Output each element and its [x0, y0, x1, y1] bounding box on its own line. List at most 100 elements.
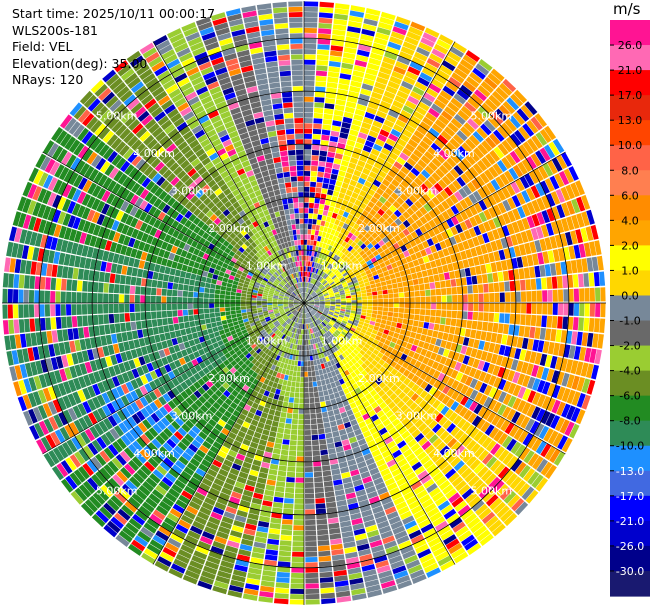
velocity-gate [365, 316, 371, 321]
velocity-gate [475, 175, 486, 187]
velocity-gate [310, 284, 314, 289]
velocity-gate [446, 377, 455, 387]
velocity-gate [319, 12, 333, 19]
velocity-gate [304, 377, 309, 382]
velocity-gate [334, 153, 343, 160]
velocity-gate [304, 287, 306, 293]
velocity-gate [444, 186, 454, 197]
velocity-gate [531, 474, 544, 489]
velocity-gate [556, 275, 563, 289]
velocity-gate [346, 497, 358, 505]
velocity-gate [473, 339, 480, 349]
velocity-gate [447, 263, 454, 272]
velocity-gate [424, 315, 430, 323]
velocity-gate [279, 390, 286, 396]
velocity-gate [542, 290, 548, 302]
velocity-gate [456, 311, 463, 319]
velocity-gate [402, 228, 410, 237]
velocity-gate [280, 449, 289, 456]
velocity-gate [441, 303, 447, 310]
velocity-gate [338, 378, 345, 385]
velocity-gate [314, 203, 320, 209]
velocity-gate [415, 378, 424, 387]
velocity-gate [484, 424, 495, 436]
velocity-gate [461, 157, 472, 169]
velocity-gate [327, 211, 333, 218]
velocity-gate [361, 289, 367, 294]
velocity-gate [326, 87, 337, 94]
velocity-gate [354, 387, 362, 395]
velocity-gate [343, 336, 349, 342]
velocity-gate [419, 206, 428, 216]
velocity-gate [417, 173, 427, 183]
velocity-gate [581, 211, 590, 227]
velocity-gate [347, 331, 353, 337]
velocity-gate [406, 216, 415, 225]
velocity-gate [322, 320, 328, 326]
velocity-gate [513, 89, 528, 104]
velocity-gate [483, 293, 489, 303]
velocity-gate [292, 551, 304, 557]
velocity-gate [348, 15, 363, 23]
velocity-gate [396, 322, 403, 329]
velocity-gate [357, 343, 364, 350]
velocity-gate [390, 520, 403, 530]
velocity-gate [524, 101, 538, 116]
velocity-gate [458, 433, 469, 444]
velocity-gate [312, 256, 316, 262]
velocity-gate [304, 197, 309, 203]
velocity-gate [308, 387, 314, 393]
velocity-gate [371, 232, 379, 239]
velocity-gate [334, 278, 340, 283]
velocity-gate [507, 382, 517, 395]
velocity-gate [384, 275, 391, 281]
velocity-gate [366, 106, 377, 115]
velocity-gate [385, 357, 393, 365]
velocity-gate [535, 226, 544, 239]
velocity-gate [304, 144, 312, 150]
velocity-gate [488, 387, 498, 398]
velocity-gate [356, 326, 362, 332]
velocity-gate [337, 258, 343, 264]
velocity-gate [360, 221, 367, 229]
velocity-gate [555, 219, 565, 234]
velocity-gate [381, 244, 388, 251]
velocity-gate [594, 240, 602, 256]
velocity-gate [348, 414, 356, 422]
velocity-gate [442, 332, 449, 341]
velocity-gate [368, 534, 381, 543]
velocity-gate [363, 334, 370, 340]
velocity-gate [306, 271, 309, 277]
velocity-gate [497, 404, 507, 416]
velocity-gate [363, 239, 371, 246]
velocity-gate [339, 324, 345, 329]
velocity-gate [328, 251, 333, 257]
velocity-gate [350, 124, 361, 132]
velocity-gate [172, 317, 179, 324]
velocity-gate [164, 332, 171, 340]
velocity-gate [491, 112, 504, 125]
velocity-gate [446, 295, 452, 303]
velocity-gate [344, 546, 357, 554]
velocity-gate [411, 375, 420, 384]
velocity-gate [318, 555, 332, 562]
velocity-gate [341, 122, 351, 129]
velocity-gate [318, 204, 325, 210]
velocity-gate [414, 314, 420, 321]
velocity-gate [599, 318, 606, 333]
velocity-gate [310, 322, 314, 328]
velocity-gate [492, 401, 502, 413]
velocity-gate [424, 212, 433, 222]
velocity-gate [425, 296, 431, 303]
velocity-gate [331, 125, 341, 132]
velocity-gate [290, 578, 304, 584]
velocity-gate [351, 75, 363, 83]
velocity-gate [371, 329, 378, 335]
velocity-gate [304, 424, 311, 430]
velocity-gate [350, 227, 357, 235]
velocity-gate [316, 290, 322, 295]
velocity-gate [386, 320, 392, 326]
velocity-gate [491, 523, 506, 537]
velocity-gate [274, 491, 285, 498]
velocity-gate [510, 93, 524, 107]
